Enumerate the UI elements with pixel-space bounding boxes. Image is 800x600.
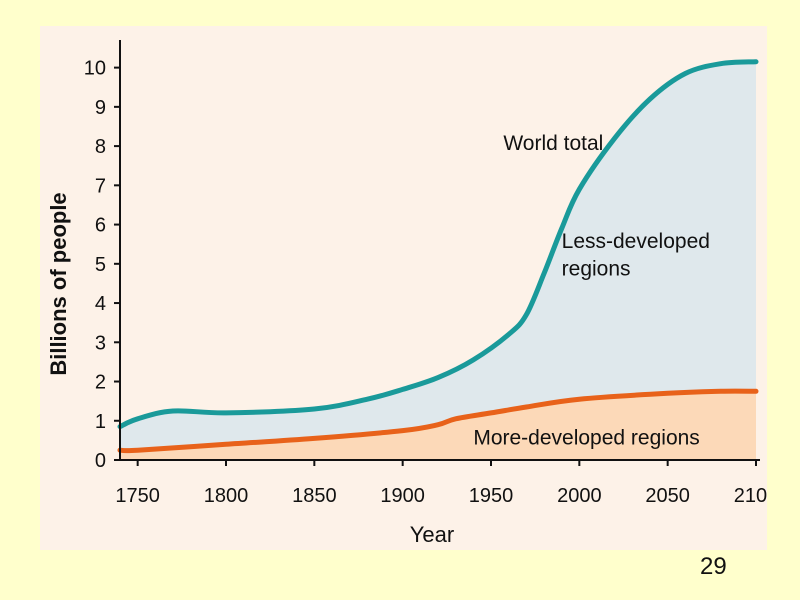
x-tick-label: 2100 [734, 485, 767, 507]
y-tick-label: 5 [95, 254, 106, 276]
areas-layer [120, 61, 756, 460]
x-tick-label: 1800 [204, 485, 249, 507]
y-tick-label: 2 [95, 372, 106, 394]
y-tick-label: 6 [95, 215, 106, 237]
x-tick-label: 1900 [380, 485, 425, 507]
y-tick-label: 10 [84, 58, 106, 80]
x-tick-label: 2000 [557, 485, 602, 507]
lines-layer [117, 59, 759, 454]
y-tick-label: 3 [95, 332, 106, 354]
y-tick-label: 0 [95, 450, 106, 472]
more-developed-label: More-developed regions [473, 426, 699, 449]
less-developed-label-line1: Less-developed [562, 230, 710, 253]
x-tick-label: 1850 [292, 485, 337, 507]
chart-panel: 0 1 2 3 4 5 6 7 8 9 10 1750 1800 1850 1900 1950 2000 2050… [40, 26, 767, 550]
less-developed-area [120, 61, 756, 460]
y-tick-label: 7 [95, 175, 106, 197]
x-tick-label: 1950 [469, 485, 514, 507]
x-tick-label: 1750 [115, 485, 160, 507]
page-number: 29 [700, 553, 727, 580]
y-tick-label: 4 [95, 293, 106, 315]
world-total-label: World total [503, 132, 603, 155]
world-total-line [117, 59, 759, 430]
x-tick-label: 2050 [645, 485, 690, 507]
y-tick-label: 9 [95, 97, 106, 119]
more-developed-line [117, 388, 759, 454]
y-tick-label: 8 [95, 136, 106, 158]
x-axis-title: Year [410, 522, 454, 547]
population-chart: 0 1 2 3 4 5 6 7 8 9 10 1750 1800 1850 1900 1950 2000 2050… [46, 40, 767, 547]
ticks-layer: 0 1 2 3 4 5 6 7 8 9 10 1750 1800 1850 1900 1950 2000 2050… [84, 58, 767, 507]
less-developed-label-line2: regions [562, 258, 631, 281]
y-tick-label: 1 [95, 411, 106, 433]
y-axis-title: Billions of people [46, 192, 71, 375]
